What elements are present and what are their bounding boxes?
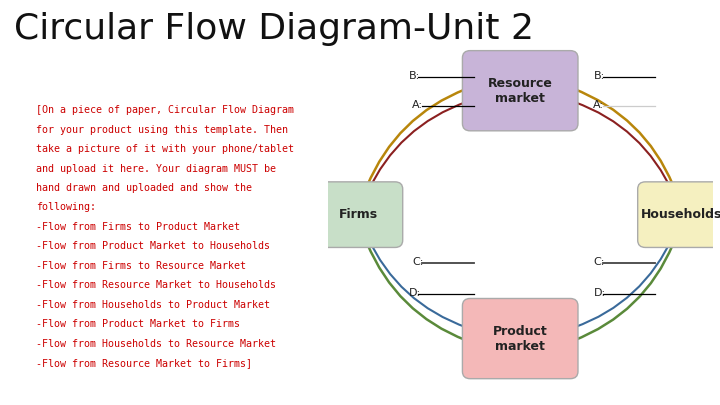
Text: D:: D: [408,288,420,298]
Text: -Flow from Households to Resource Market: -Flow from Households to Resource Market [36,339,276,349]
Text: A:: A: [593,100,604,110]
FancyBboxPatch shape [462,298,578,379]
Text: B:: B: [408,70,420,81]
FancyBboxPatch shape [462,51,578,131]
Text: D:: D: [593,288,606,298]
Text: C:: C: [593,257,605,266]
Text: following:: following: [36,202,96,213]
Text: and upload it here. Your diagram MUST be: and upload it here. Your diagram MUST be [36,164,276,174]
Text: -Flow from Firms to Resource Market: -Flow from Firms to Resource Market [36,261,246,271]
FancyBboxPatch shape [314,182,402,247]
Text: -Flow from Product Market to Households: -Flow from Product Market to Households [36,241,270,252]
Text: B:: B: [593,70,605,81]
Text: -Flow from Firms to Product Market: -Flow from Firms to Product Market [36,222,240,232]
Text: -Flow from Resource Market to Firms]: -Flow from Resource Market to Firms] [36,358,252,368]
Text: hand drawn and uploaded and show the: hand drawn and uploaded and show the [36,183,252,193]
Text: Circular Flow Diagram-Unit 2: Circular Flow Diagram-Unit 2 [14,12,534,46]
Text: Firms: Firms [339,208,378,221]
Text: for your product using this template. Then: for your product using this template. Th… [36,125,288,135]
Text: Resource
market: Resource market [487,77,553,105]
Text: -Flow from Resource Market to Households: -Flow from Resource Market to Households [36,280,276,290]
Text: -Flow from Households to Product Market: -Flow from Households to Product Market [36,300,270,310]
Text: Product
market: Product market [492,324,548,353]
FancyBboxPatch shape [638,182,720,247]
Text: -Flow from Product Market to Firms: -Flow from Product Market to Firms [36,319,240,329]
Text: C:: C: [413,257,423,266]
Text: take a picture of it with your phone/tablet: take a picture of it with your phone/tab… [36,144,294,154]
Text: Households: Households [642,208,720,221]
Text: [On a piece of paper, Circular Flow Diagram: [On a piece of paper, Circular Flow Diag… [36,105,294,115]
Text: A:: A: [413,100,423,110]
